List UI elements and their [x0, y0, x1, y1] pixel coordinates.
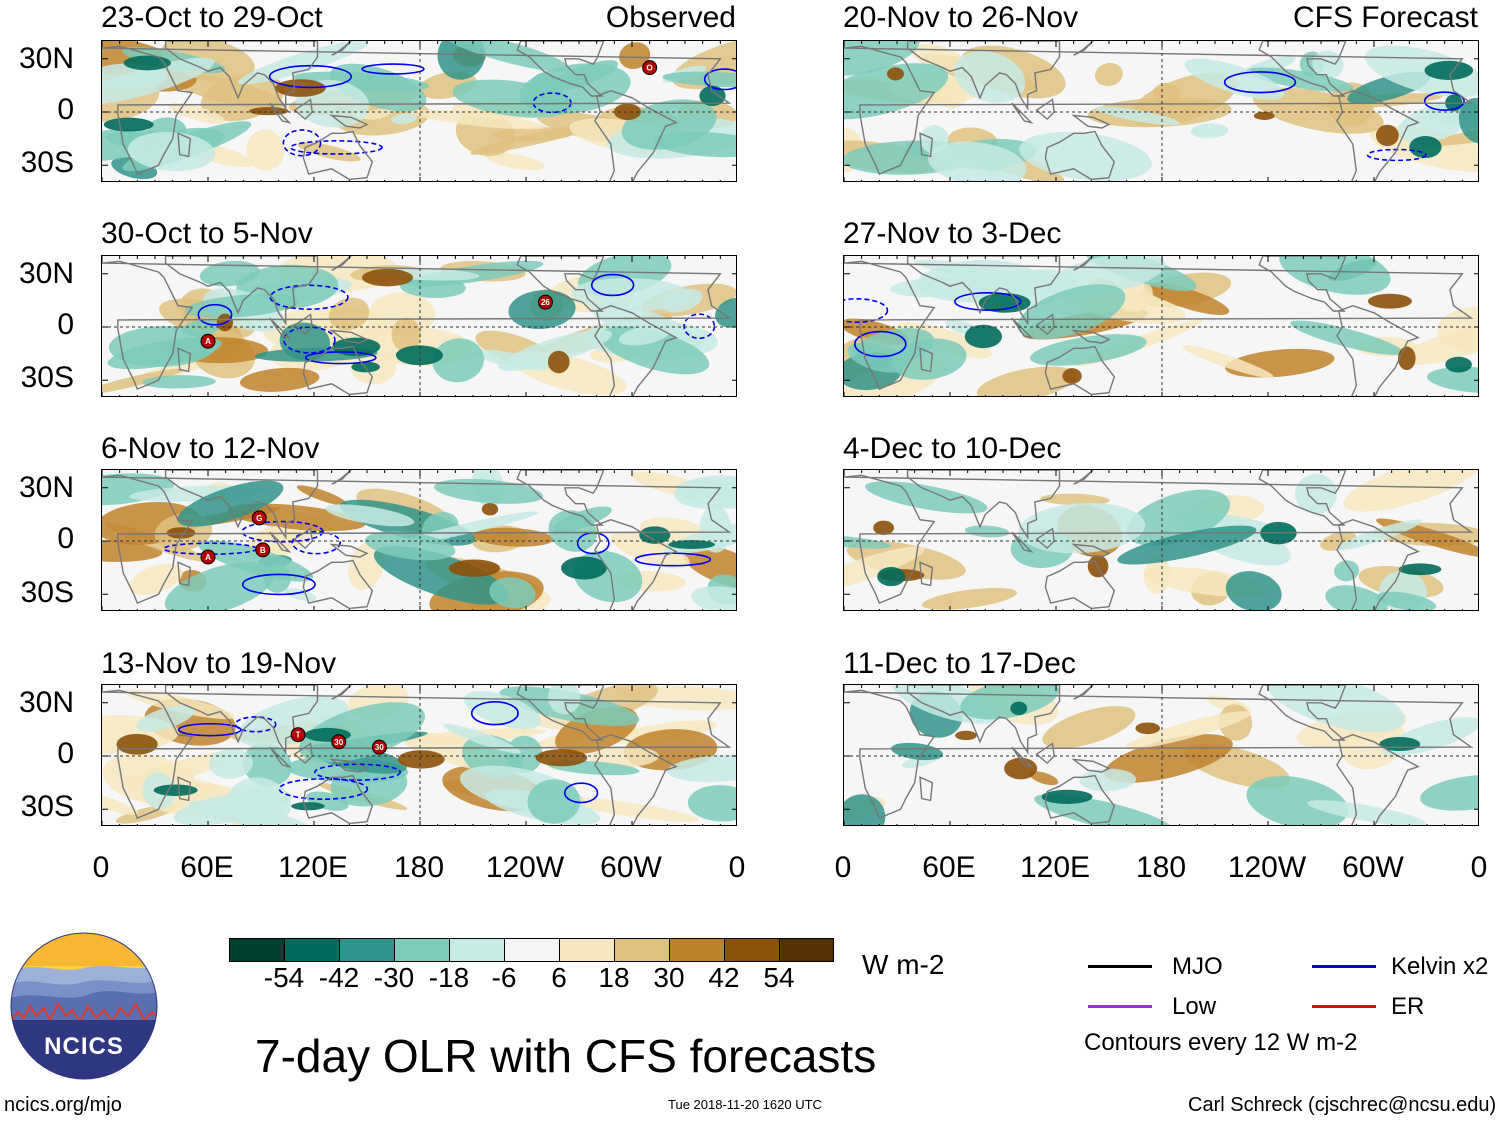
main-title: 7-day OLR with CFS forecasts	[255, 1030, 877, 1082]
footer-author: Carl Schreck (cjschrec@ncsu.edu)	[1188, 1094, 1497, 1116]
colorbar-swatch	[339, 938, 395, 962]
observed-panel-1-title: 23-Oct to 29-Oct	[101, 1, 323, 34]
lat-label-eq: 0	[57, 737, 74, 770]
forecast-map-2	[843, 255, 1479, 397]
units-label: W m-2	[862, 949, 945, 980]
forecast-map-4	[843, 684, 1479, 826]
lat-label-30s: 30S	[20, 576, 74, 609]
forecast-panel-4-title: 11-Dec to 17-Dec	[843, 647, 1076, 680]
lon-label-0: 0	[92, 851, 110, 884]
colorbar-swatch	[229, 938, 285, 962]
lon-label-60w: 60W	[1342, 851, 1404, 884]
lon-label-0: 0	[728, 851, 746, 884]
forecast-map-1	[843, 40, 1479, 182]
colorbar-swatch	[724, 938, 780, 962]
colorbar-swatch	[504, 938, 560, 962]
observed-panel-4-title: 13-Nov to 19-Nov	[101, 647, 337, 680]
lat-label-30s: 30S	[20, 146, 74, 179]
storm-marker: B	[255, 542, 271, 558]
lat-label-eq: 0	[57, 308, 74, 341]
lat-label-eq: 0	[57, 522, 74, 555]
legend-kelvin-label: Kelvin x2	[1391, 953, 1489, 980]
forecast-panel-3-title: 4-Dec to 10-Dec	[843, 432, 1062, 465]
observed-panel-2-title: 30-Oct to 5-Nov	[101, 217, 313, 250]
observed-map-4: T 30 30	[101, 684, 737, 826]
storm-marker: 26	[537, 294, 553, 310]
legend-er-line	[1312, 1005, 1376, 1008]
storm-label: G	[256, 514, 262, 523]
lon-label-60e: 60E	[180, 851, 234, 884]
storm-label: T	[296, 731, 301, 740]
lat-label-30s: 30S	[20, 790, 74, 823]
legend-low-label: Low	[1172, 993, 1217, 1020]
storm-marker: G	[251, 510, 267, 526]
storm-label: B	[260, 546, 266, 555]
storm-label: 30	[334, 738, 343, 747]
lon-label-180: 180	[393, 851, 445, 884]
storm-marker: 30	[331, 734, 347, 750]
lon-label-120w: 120W	[1227, 851, 1307, 884]
colorbar-tick: -6	[491, 962, 517, 993]
lon-label-120w: 120W	[485, 851, 565, 884]
storm-label: 26	[541, 298, 550, 307]
colorbar-tick: -30	[373, 962, 415, 993]
lat-label-30n: 30N	[18, 42, 74, 75]
storm-marker: 30	[371, 739, 387, 755]
colorbar-tick: 54	[763, 962, 795, 993]
observed-panel-3-title: 6-Nov to 12-Nov	[101, 432, 320, 465]
colorbar-tick: 18	[598, 962, 630, 993]
legend-kelvin-line	[1312, 965, 1376, 968]
ncics-logo: NCICS	[10, 932, 158, 1080]
colorbar-tick: -42	[318, 962, 360, 993]
lon-label-60e: 60E	[922, 851, 976, 884]
contour-note: Contours every 12 W m-2	[1084, 1029, 1358, 1056]
lon-label-120e: 120E	[1019, 851, 1091, 884]
forecast-column-label: CFS Forecast	[1292, 1, 1478, 34]
lon-label-180: 180	[1135, 851, 1187, 884]
storm-label: O	[647, 64, 653, 73]
storm-label: 30	[375, 743, 384, 752]
colorbar-tick: -18	[428, 962, 470, 993]
logo-text: NCICS	[44, 1033, 124, 1060]
colorbar-swatch	[669, 938, 725, 962]
observed-map-1: O	[101, 40, 737, 182]
storm-marker: A	[200, 549, 216, 565]
colorbar-swatch	[394, 938, 450, 962]
lat-label-30s: 30S	[20, 361, 74, 394]
colorbar-tick: -54	[263, 962, 305, 993]
lat-label-30n: 30N	[18, 471, 74, 504]
observed-column-label: Observed	[605, 1, 736, 34]
lat-label-30n: 30N	[18, 257, 74, 290]
legend-low-line	[1088, 1005, 1152, 1008]
storm-label: A	[205, 337, 211, 346]
colorbar-swatch	[284, 938, 340, 962]
footer-timestamp: Tue 2018-11-20 1620 UTC	[668, 1097, 822, 1112]
colorbar-swatch	[559, 938, 615, 962]
lon-label-60w: 60W	[600, 851, 662, 884]
colorbar-swatch	[449, 938, 505, 962]
legend-er-label: ER	[1391, 993, 1425, 1020]
forecast-panel-1-title: 20-Nov to 26-Nov	[843, 1, 1079, 34]
storm-label: A	[205, 553, 211, 562]
colorbar-tick: 30	[653, 962, 685, 993]
forecast-panel-2-title: 27-Nov to 3-Dec	[843, 217, 1062, 250]
storm-marker: T	[290, 727, 306, 743]
lon-label-0: 0	[834, 851, 852, 884]
lon-label-0: 0	[1470, 851, 1488, 884]
lon-label-120e: 120E	[277, 851, 349, 884]
storm-marker: O	[642, 60, 658, 76]
observed-map-2: A 26	[101, 255, 737, 397]
colorbar-swatch	[614, 938, 670, 962]
footer-url: ncics.org/mjo	[4, 1094, 122, 1116]
legend-mjo-label: MJO	[1172, 953, 1223, 980]
lat-label-eq: 0	[57, 93, 74, 126]
observed-map-3: G A B	[101, 469, 737, 611]
colorbar-swatch	[779, 938, 834, 962]
forecast-map-3	[843, 469, 1479, 611]
colorbar-tick: 6	[551, 962, 567, 993]
legend-mjo-line	[1088, 965, 1152, 968]
colorbar-tick: 42	[708, 962, 740, 993]
lat-label-30n: 30N	[18, 686, 74, 719]
storm-marker: A	[200, 333, 216, 349]
